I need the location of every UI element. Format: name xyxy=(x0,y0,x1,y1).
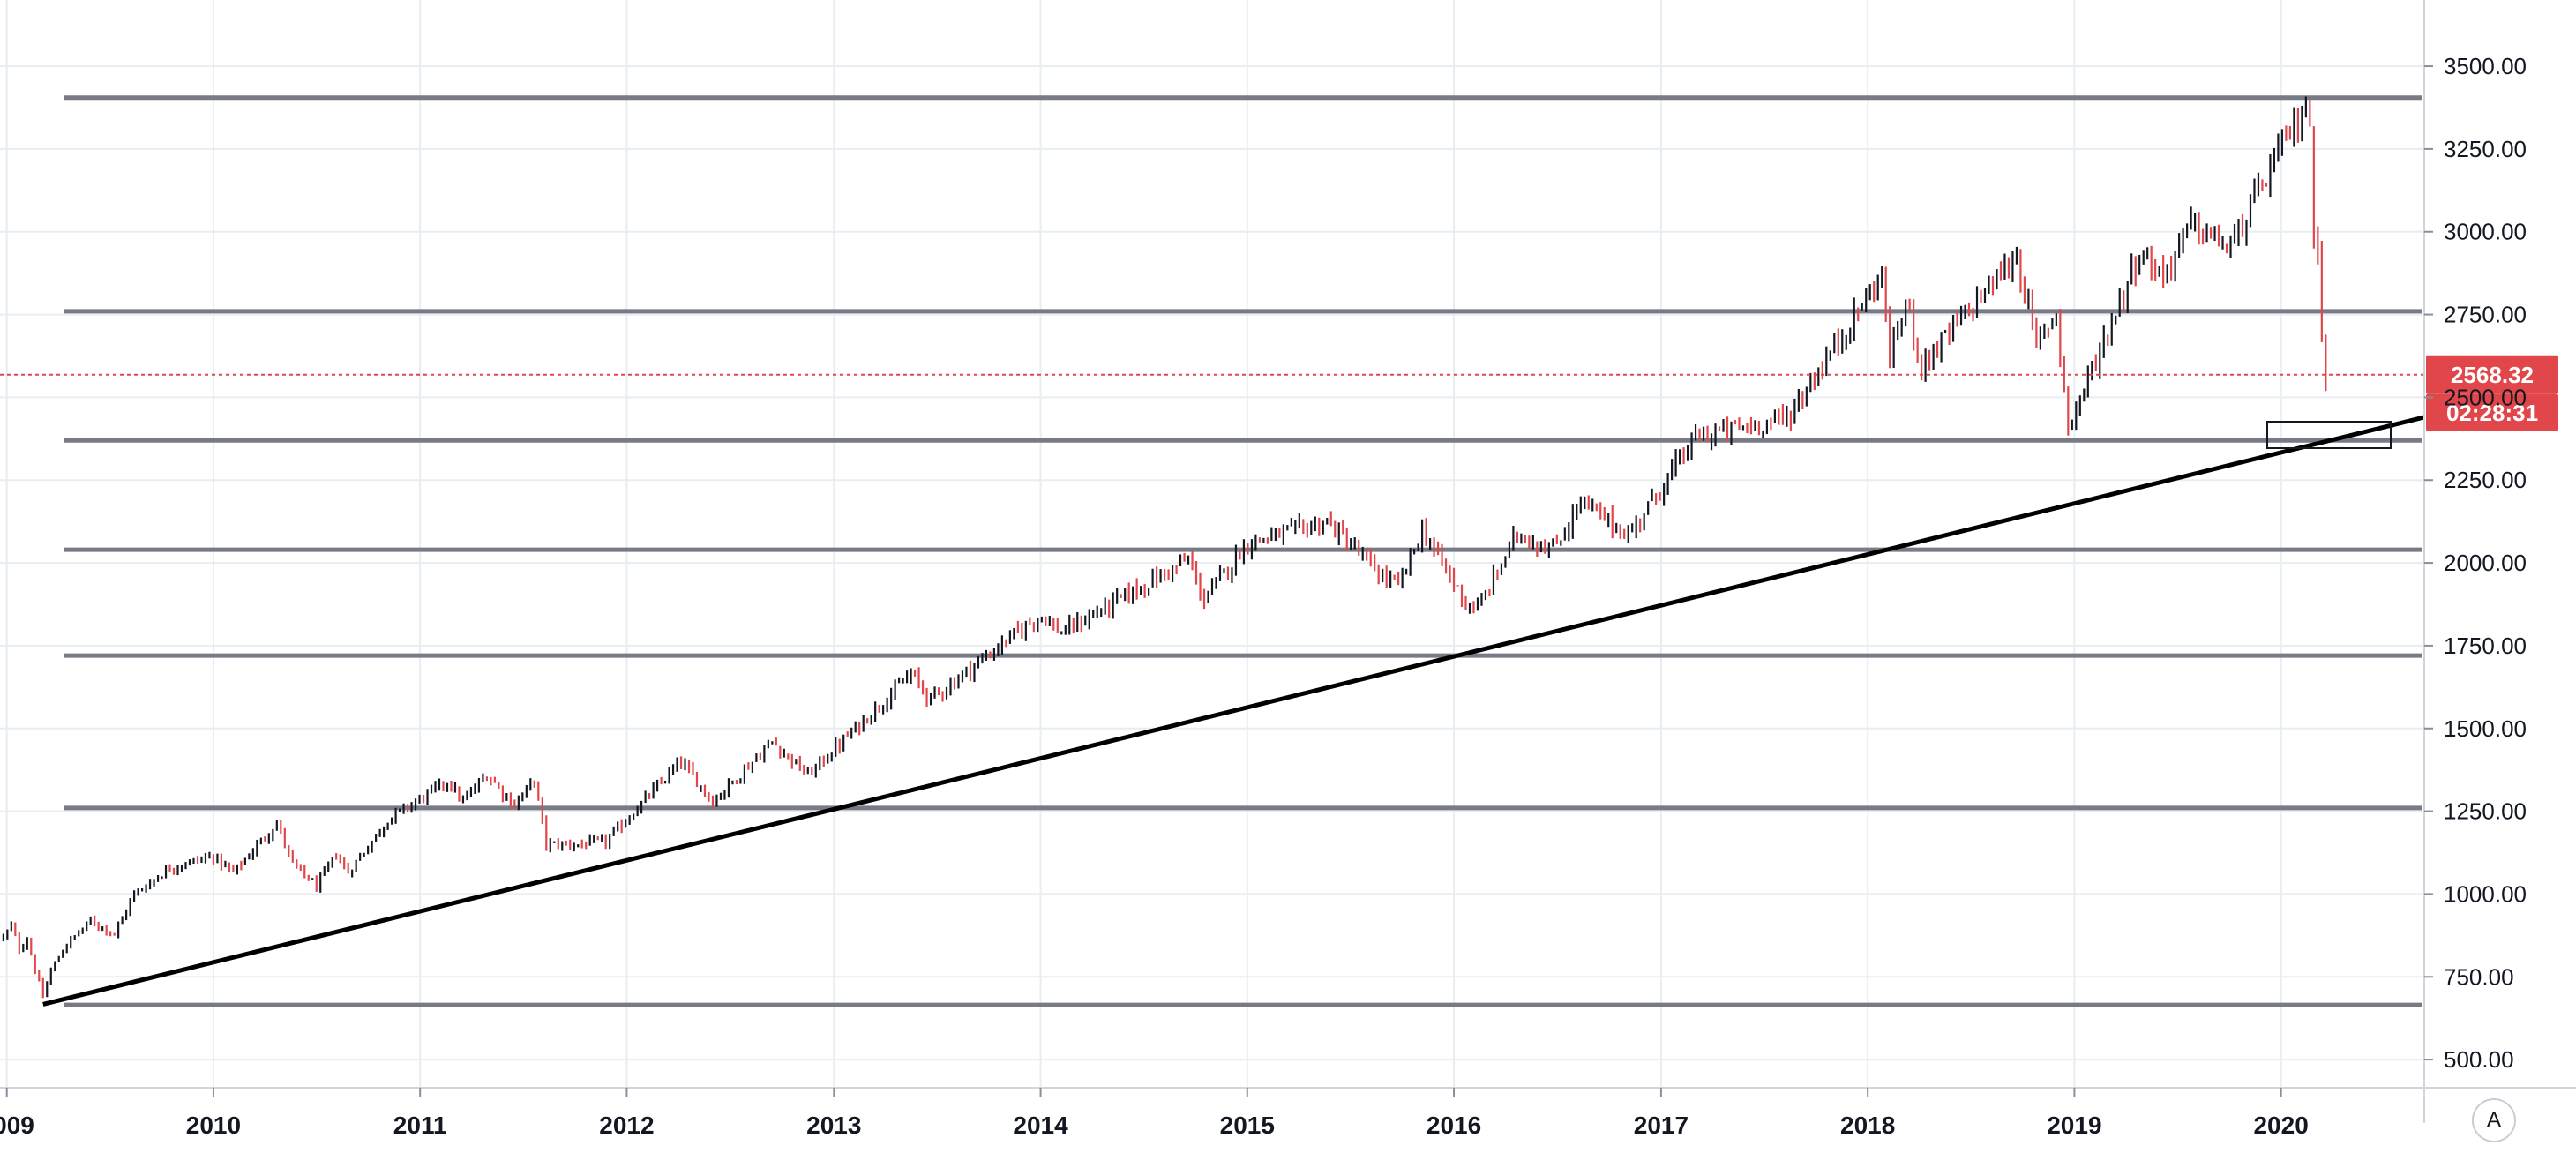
y-tick-label: 2000.00 xyxy=(2444,550,2527,576)
grid xyxy=(0,0,2424,1088)
y-tick-label: 2500.00 xyxy=(2444,384,2527,410)
y-tick-label: 3250.00 xyxy=(2444,136,2527,162)
trendline-layer[interactable] xyxy=(42,415,2425,1007)
x-tick-label: 2010 xyxy=(186,1112,241,1139)
y-tick-label: 1500.00 xyxy=(2444,715,2527,742)
x-tick-label: 2012 xyxy=(599,1112,654,1139)
y-tick-label: 1250.00 xyxy=(2444,798,2527,825)
x-tick-label: 2017 xyxy=(1634,1112,1689,1139)
x-tick-label: 2018 xyxy=(1840,1112,1895,1139)
y-tick-label: 2250.00 xyxy=(2444,467,2527,493)
candlesticks xyxy=(2,96,2327,999)
x-tick-label: 2019 xyxy=(2047,1112,2101,1139)
trendline[interactable] xyxy=(42,415,2425,1007)
last-price-layer: 2568.32 02:28:31 xyxy=(0,355,2558,431)
y-tick-label: 1750.00 xyxy=(2444,633,2527,659)
countdown-badge xyxy=(2426,393,2558,431)
x-tick-label: 2016 xyxy=(1427,1112,1481,1139)
x-tick-label: 2014 xyxy=(1013,1112,1068,1139)
countdown-label: 02:28:31 xyxy=(2446,400,2538,426)
x-tick-label: 2013 xyxy=(806,1112,861,1139)
x-tick-label: 2011 xyxy=(393,1112,447,1139)
x-tick-label: 2015 xyxy=(1220,1112,1275,1139)
x-tick-label: 2009 xyxy=(0,1112,34,1139)
last-price-label: 2568.32 xyxy=(2451,362,2534,388)
x-tick-label: 2020 xyxy=(2253,1112,2308,1139)
y-tick-label: 3500.00 xyxy=(2444,53,2527,79)
drawing-box[interactable] xyxy=(2266,421,2392,449)
y-tick-label: 750.00 xyxy=(2444,963,2514,990)
y-tick-label: 2750.00 xyxy=(2444,302,2527,328)
y-tick-label: 3000.00 xyxy=(2444,219,2527,245)
y-tick-label: 500.00 xyxy=(2444,1046,2514,1073)
last-price-badge xyxy=(2426,355,2558,394)
y-tick-label: 1000.00 xyxy=(2444,880,2527,907)
auto-scale-button[interactable]: A xyxy=(2472,1098,2516,1142)
